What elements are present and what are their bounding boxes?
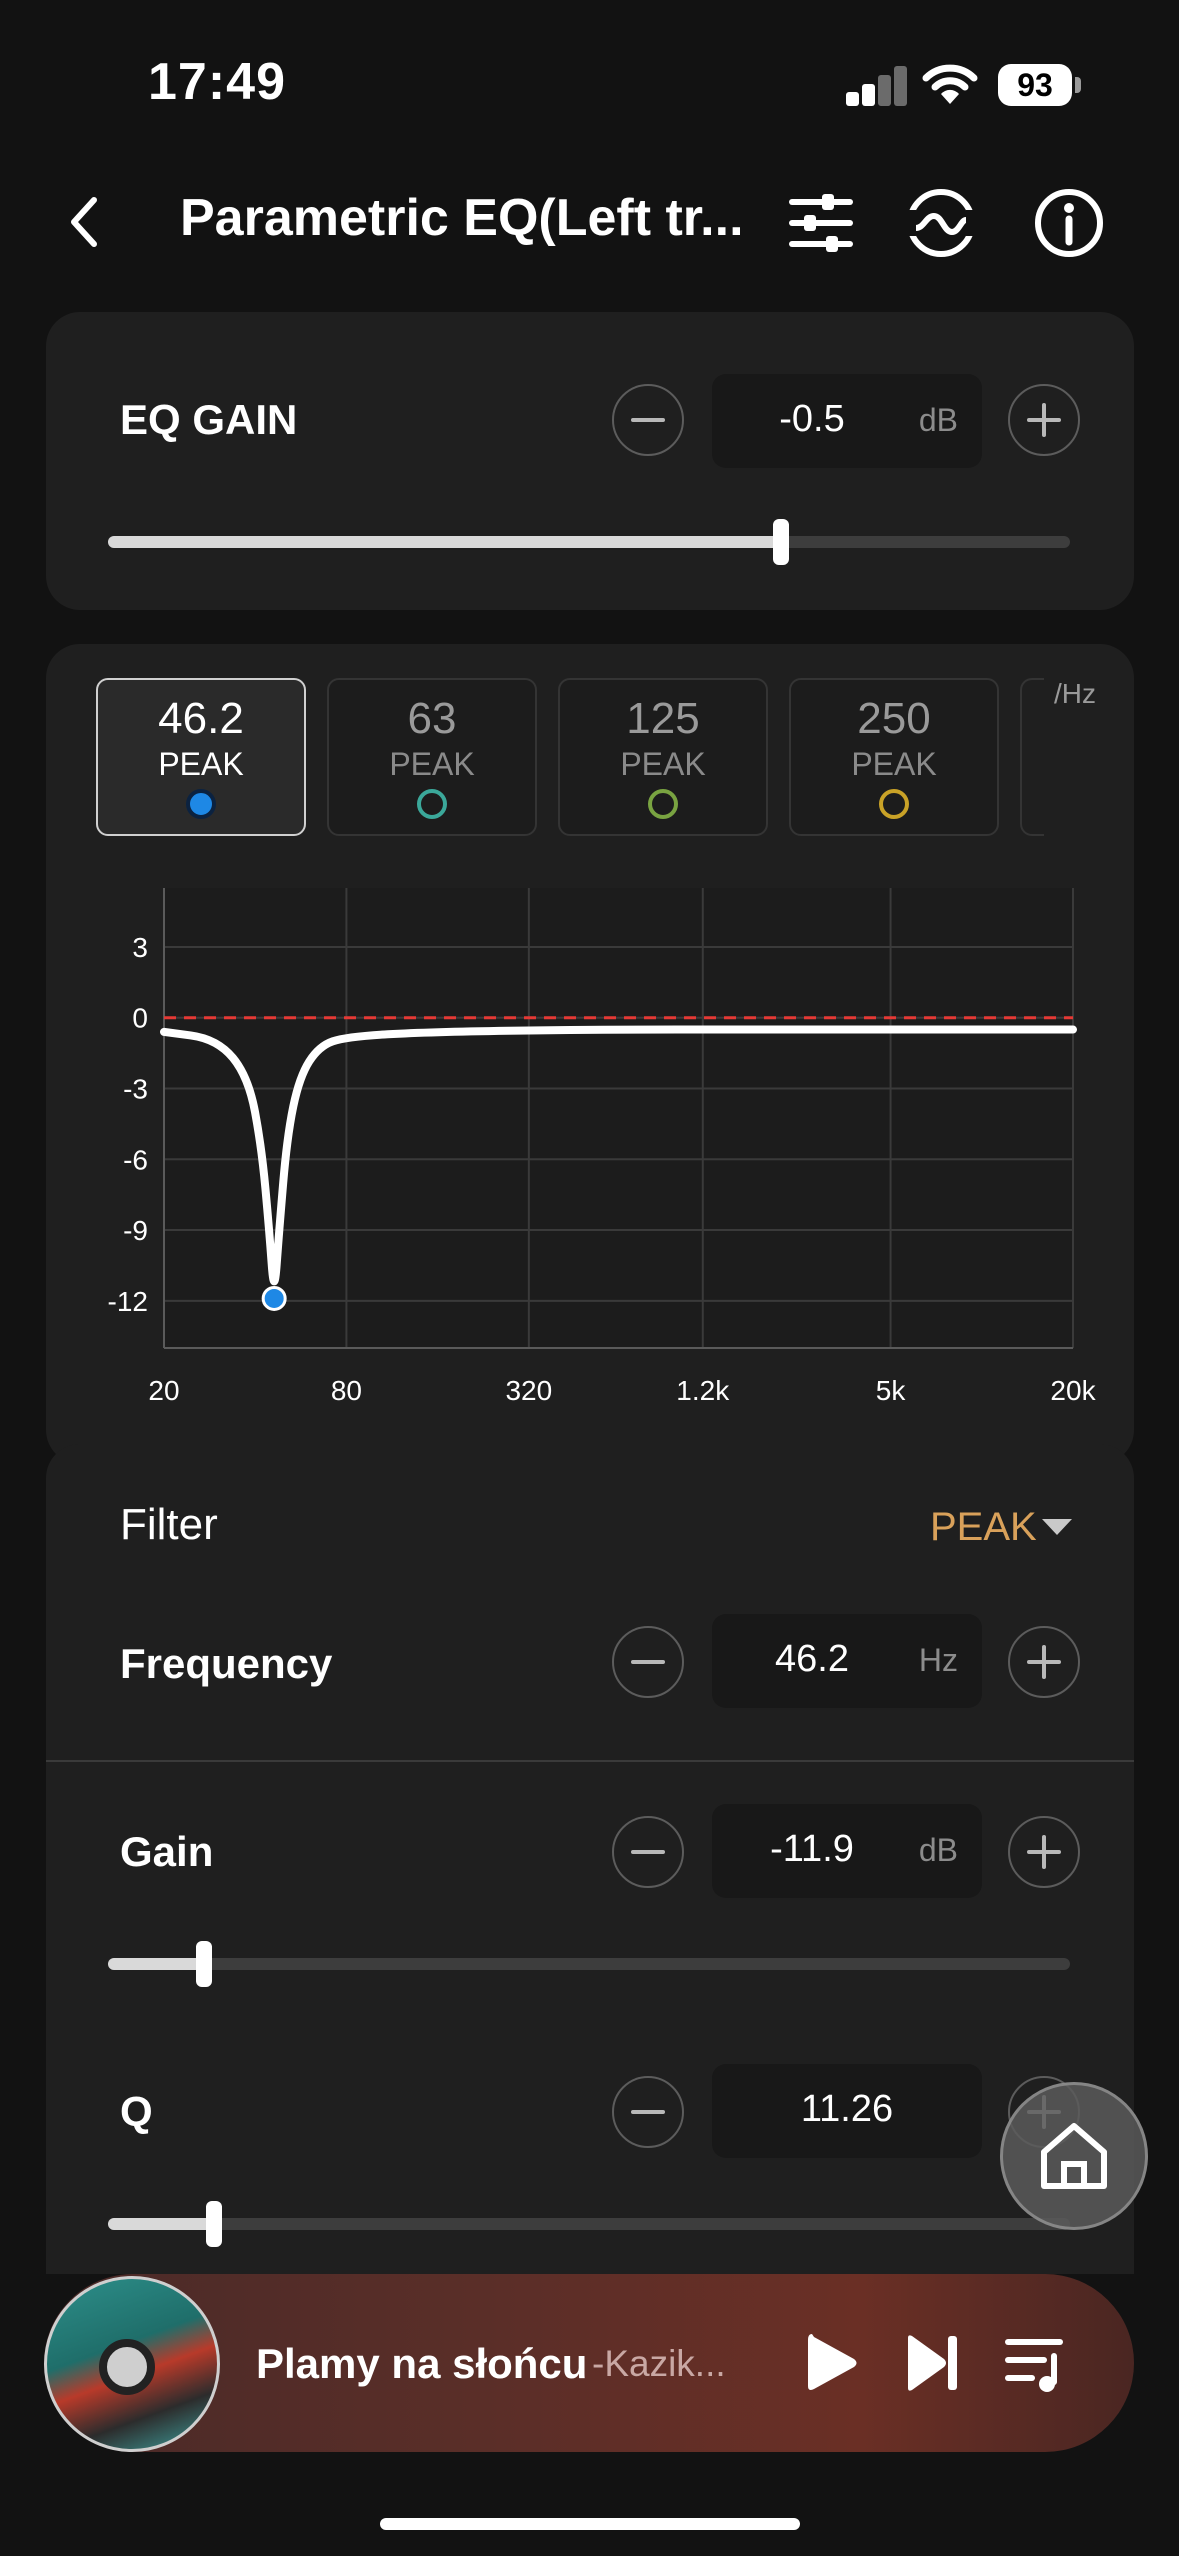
band-tab-0[interactable]: 46.2 PEAK: [96, 678, 306, 836]
band-unit-label: /Hz: [1054, 678, 1096, 709]
chart-x-tick-label: 5k: [876, 1375, 907, 1406]
track-title: Plamy na słońcu: [256, 2340, 588, 2387]
info-icon[interactable]: [1032, 186, 1106, 260]
wifi-icon: [922, 64, 978, 104]
frequency-unit: Hz: [918, 1642, 958, 1678]
minus-icon: [631, 2095, 665, 2129]
frequency-value-field[interactable]: 46.2 Hz: [712, 1614, 982, 1708]
divider: [46, 1760, 1134, 1762]
band-color-dot: [186, 789, 216, 819]
q-value-field[interactable]: 11.26: [712, 2064, 982, 2158]
band-scroll-more: [1020, 678, 1044, 836]
chart-plot-area: [164, 888, 1073, 1348]
track-artist: -Kazik...: [592, 2343, 726, 2384]
chart-x-tick-label: 1.2k: [676, 1375, 730, 1406]
chart-y-tick-label: -6: [123, 1144, 148, 1175]
chart-x-tick-label: 20: [148, 1375, 179, 1406]
filter-label: Filter: [120, 1500, 218, 1549]
gain-unit: dB: [918, 1832, 958, 1868]
back-chevron-icon[interactable]: [62, 192, 106, 252]
gain-slider-fill: [108, 1958, 205, 1970]
chart-x-tick-label: 80: [331, 1375, 362, 1406]
band-filter-type: PEAK: [158, 746, 244, 782]
battery-indicator: 93: [998, 64, 1072, 106]
eq-gain-value-field[interactable]: -0.5 dB: [712, 374, 982, 468]
album-art[interactable]: [44, 2276, 220, 2452]
plus-icon: [1027, 403, 1061, 437]
play-icon[interactable]: [804, 2330, 860, 2396]
chart-y-tick-label: -12: [108, 1286, 148, 1317]
chart-y-tick-label: 0: [132, 1003, 148, 1034]
eq-gain-slider[interactable]: [108, 519, 1070, 565]
band-tab-2[interactable]: 125 PEAK: [558, 678, 768, 836]
gain-label: Gain: [120, 1828, 214, 1875]
frequency-label: Frequency: [120, 1640, 333, 1687]
band-frequency: 63: [407, 694, 457, 743]
home-indicator: [380, 2518, 800, 2530]
sliders-icon[interactable]: [786, 192, 856, 254]
status-time: 17:49: [148, 53, 286, 111]
home-icon: [1041, 2123, 1107, 2189]
q-label: Q: [120, 2088, 153, 2135]
band-frequency: 46.2: [158, 694, 244, 743]
gain-slider[interactable]: [108, 1941, 1070, 1987]
chart-band-marker[interactable]: [261, 1285, 287, 1311]
band-frequency: 250: [857, 694, 931, 743]
plus-icon: [1027, 1645, 1061, 1679]
eq-gain-label: EQ GAIN: [120, 396, 298, 443]
waveform-icon[interactable]: [904, 186, 978, 260]
frequency-value: 46.2: [775, 1638, 849, 1680]
filter-type-dropdown[interactable]: PEAK: [930, 1505, 1037, 1549]
frequency-decrease-button[interactable]: [612, 1626, 684, 1698]
frequency-increase-button[interactable]: [1008, 1626, 1080, 1698]
minus-icon: [631, 403, 665, 437]
band-tab-1[interactable]: 63 PEAK: [327, 678, 537, 836]
next-track-icon[interactable]: [904, 2332, 962, 2394]
eq-response-chart[interactable]: 20 80 320 1.2k 5k 20k 3 0 -3 -6 -9 -12: [0, 870, 1179, 1410]
chart-y-tick-label: -9: [123, 1215, 148, 1246]
minus-icon: [631, 1835, 665, 1869]
q-slider-fill: [108, 2218, 214, 2230]
band-color-dot: [648, 789, 678, 819]
gain-value-field[interactable]: -11.9 dB: [712, 1804, 982, 1898]
eq-gain-slider-fill: [108, 536, 782, 548]
gain-value: -11.9: [770, 1828, 854, 1870]
page-title: Parametric EQ(Left tr...: [180, 189, 744, 247]
q-slider[interactable]: [108, 2201, 1070, 2247]
chart-y-tick-label: 3: [132, 932, 148, 963]
eq-gain-slider-handle[interactable]: [773, 519, 790, 565]
chart-eq-response-curve: [160, 1025, 1077, 1286]
eq-gain-increase-button[interactable]: [1008, 384, 1080, 456]
gain-slider-handle[interactable]: [196, 1941, 213, 1987]
eq-gain-value: -0.5: [779, 398, 845, 440]
band-filter-type: PEAK: [389, 746, 475, 782]
q-slider-handle[interactable]: [205, 2201, 222, 2247]
plus-icon: [1027, 1835, 1061, 1869]
battery-cap-icon: [1075, 77, 1081, 93]
chart-y-tick-label: -3: [123, 1074, 148, 1105]
q-decrease-button[interactable]: [612, 2076, 684, 2148]
eq-gain-decrease-button[interactable]: [612, 384, 684, 456]
band-filter-type: PEAK: [620, 746, 706, 782]
band-color-dot: [417, 789, 447, 819]
home-floating-button[interactable]: [1000, 2082, 1148, 2230]
playlist-icon[interactable]: [1004, 2334, 1068, 2394]
gain-decrease-button[interactable]: [612, 1816, 684, 1888]
q-value: 11.26: [800, 2088, 894, 2130]
band-frequency: 125: [626, 694, 700, 743]
caret-down-icon[interactable]: [1042, 1519, 1072, 1535]
band-tab-3[interactable]: 250 PEAK: [789, 678, 999, 836]
band-filter-type: PEAK: [851, 746, 937, 782]
chart-x-tick-label: 20k: [1050, 1375, 1096, 1406]
minus-icon: [631, 1645, 665, 1679]
chart-x-tick-label: 320: [505, 1375, 552, 1406]
band-color-dot: [879, 789, 909, 819]
gain-increase-button[interactable]: [1008, 1816, 1080, 1888]
eq-gain-unit: dB: [918, 402, 958, 438]
cellular-signal-icon: [846, 64, 907, 106]
